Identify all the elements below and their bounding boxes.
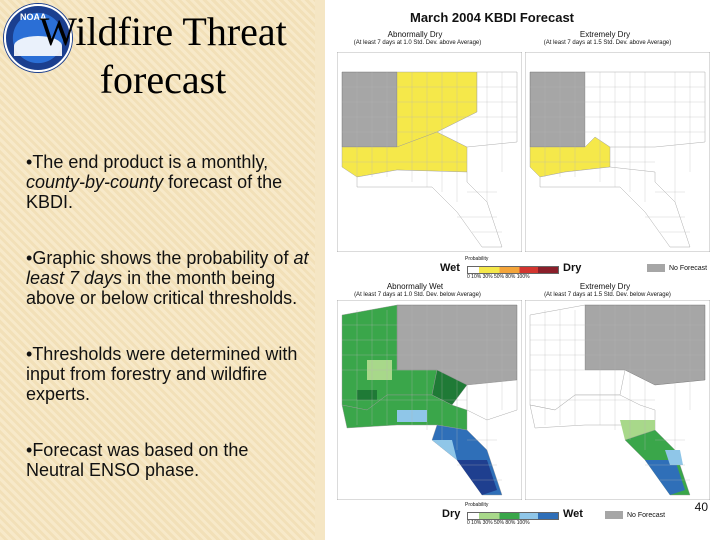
bullet-2: •Graphic shows the probability of at lea… <box>26 248 311 308</box>
panel-2-title: Extremely Dry <box>579 30 631 39</box>
panel-2-subtitle: (At least 7 days at 1.5 Std. Dev. above … <box>543 40 672 46</box>
slide-title: Wildfire Threat forecast <box>18 8 308 104</box>
legend-top-scale <box>467 266 559 274</box>
bullet-1-emphasis: county-by-county <box>26 172 164 192</box>
page-number: 40 <box>694 500 708 514</box>
noaa-logo: NOAA <box>4 4 72 72</box>
legend-top-ticks: 0 10% 30% 50% 80% 100% <box>467 274 530 280</box>
legend-bottom-wet: Wet <box>563 508 583 520</box>
bullet-1: •The end product is a monthly, county-by… <box>26 152 311 212</box>
legend-bottom-probability: Probability <box>465 502 489 508</box>
bullet-1-text: The end product is a monthly, <box>32 152 269 172</box>
panel-4-subtitle: (At least 7 days at 1.5 Std. Dev. below … <box>544 292 671 298</box>
legend-bottom-no-forecast: No Forecast <box>627 512 666 519</box>
title-line-1: Wildfire Threat <box>39 9 287 54</box>
bullet-3-text: Thresholds were determined with input fr… <box>26 344 298 404</box>
slide-text-panel: NOAA Wildfire Threat forecast •The end p… <box>0 0 315 540</box>
bullet-2-tail: in the month being above or below critic… <box>26 268 298 308</box>
legend-top-no-forecast: No Forecast <box>669 265 708 272</box>
legend-top-wet: Wet <box>440 262 460 274</box>
bullet-mark: • <box>26 248 33 268</box>
panel-3-subtitle: (At least 7 days at 1.0 Std. Dev. below … <box>354 292 481 298</box>
legend-bottom-gray-swatch <box>605 511 623 519</box>
bullet-4-text: Forecast was based on the Neutral ENSO p… <box>26 440 249 480</box>
bullet-mark: • <box>26 440 33 460</box>
map-extremely-dry <box>525 52 710 252</box>
legend-bottom-scale <box>467 512 559 520</box>
bullet-1-tail: forecast of the KBDI. <box>26 172 283 212</box>
title-line-2: forecast <box>99 57 227 102</box>
bullet-3: •Thresholds were determined with input f… <box>26 344 311 404</box>
bullet-mark: • <box>26 344 33 364</box>
legend-bottom-dry: Dry <box>442 508 461 520</box>
bullet-4: •Forecast was based on the Neutral ENSO … <box>26 440 311 480</box>
bullet-list: •The end product is a monthly, county-by… <box>26 152 311 516</box>
figure-title: March 2004 KBDI Forecast <box>410 10 575 25</box>
panel-1-title: Abnormally Dry <box>387 30 443 39</box>
panel-4-title: Extremely Dry <box>579 282 631 291</box>
panel-3-title: Abnormally Wet <box>386 282 444 291</box>
bullet-2-text: Graphic shows the probability of <box>32 248 294 268</box>
bullet-2-emphasis: at least 7 days <box>26 248 309 288</box>
logo-text: NOAA <box>20 12 47 22</box>
map-abnormally-wet <box>337 300 522 500</box>
map-abnormally-dry <box>337 52 522 252</box>
legend-top-gray-swatch <box>647 264 665 272</box>
legend-bottom-ticks: 0 10% 30% 50% 80% 100% <box>467 520 530 526</box>
logo-wave <box>14 36 62 56</box>
bullet-mark: • <box>26 152 33 172</box>
legend-top-dry: Dry <box>563 262 582 274</box>
map-extremely-dry-below <box>525 300 710 500</box>
forecast-figure: March 2004 KBDI Forecast Abnormally Dry … <box>325 0 720 540</box>
panel-1-subtitle: (At least 7 days at 1.0 Std. Dev. above … <box>353 40 482 46</box>
legend-top-probability: Probability <box>465 256 489 262</box>
